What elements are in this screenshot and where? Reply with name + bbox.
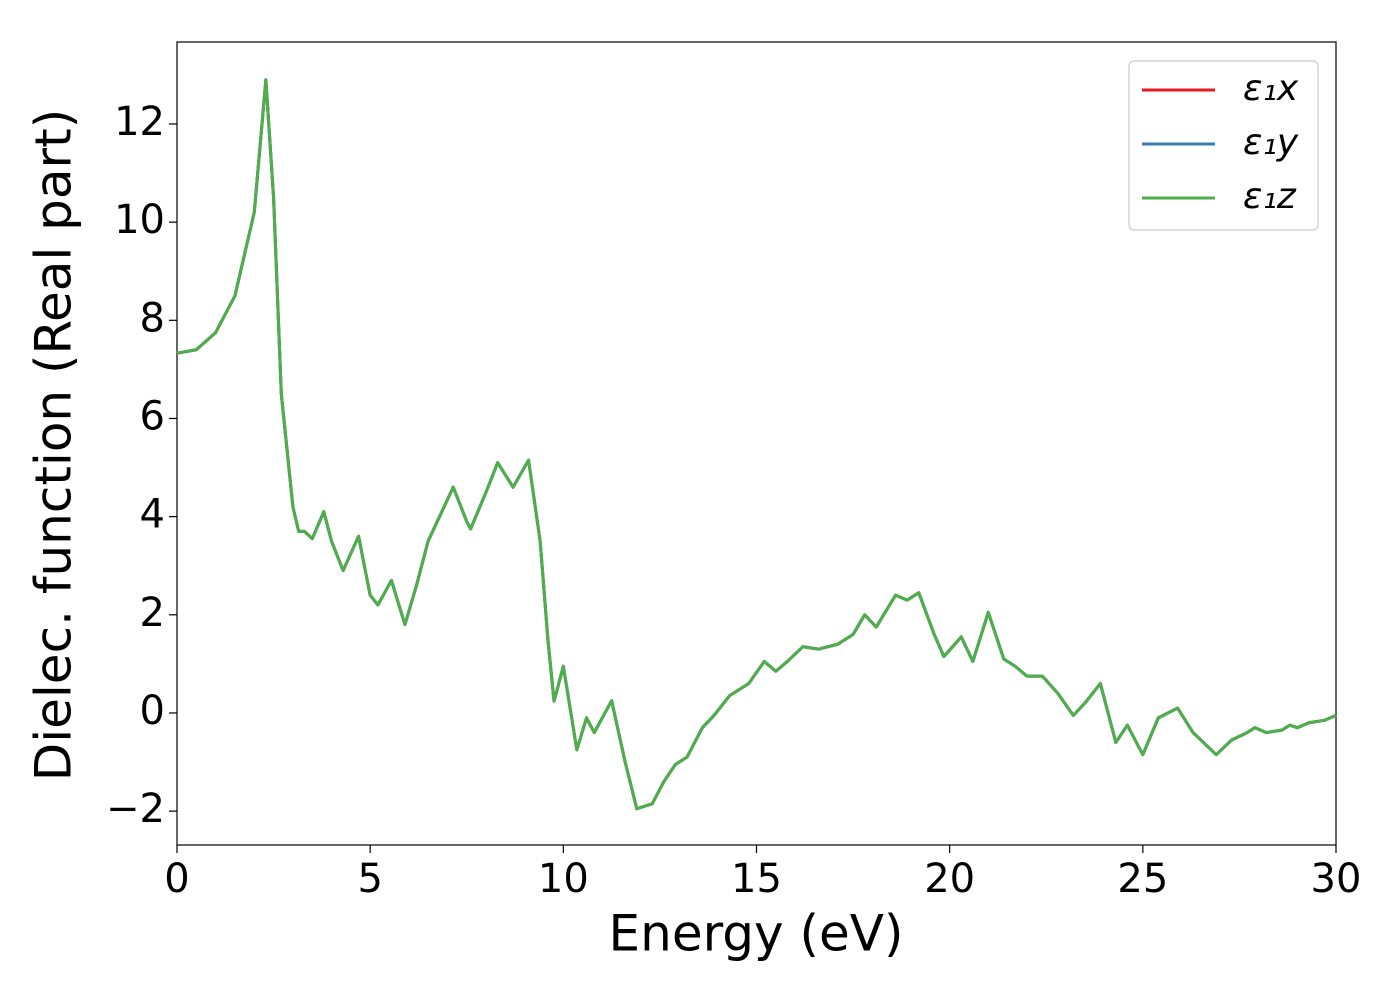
y-tick-label: 2 (140, 590, 165, 636)
y-tick-label: 10 (114, 197, 165, 243)
x-axis-label: Energy (eV) (609, 905, 904, 963)
y-tick-label: 8 (140, 295, 165, 341)
x-tick-label: 30 (1311, 856, 1362, 902)
x-tick-label: 0 (164, 856, 189, 902)
y-axis-label: Dielec. function (Real part) (25, 109, 83, 781)
series-line (176, 78, 1337, 811)
legend-label: ε₁y (1243, 122, 1299, 163)
legend-label: ε₁x (1243, 68, 1299, 109)
y-tick-label: 12 (114, 99, 165, 145)
x-tick-label: 15 (731, 856, 782, 902)
y-tick-label: 6 (140, 393, 165, 439)
y-tick-label: −2 (106, 786, 165, 832)
legend-label: ε₁z (1243, 176, 1297, 217)
legend-box (1128, 60, 1319, 231)
y-tick-label: 4 (140, 492, 165, 538)
x-tick-label: 25 (1117, 856, 1168, 902)
x-tick-label: 20 (924, 856, 975, 902)
x-tick-label: 10 (538, 856, 589, 902)
x-tick-label: 5 (357, 856, 382, 902)
y-tick-label: 0 (140, 688, 165, 734)
